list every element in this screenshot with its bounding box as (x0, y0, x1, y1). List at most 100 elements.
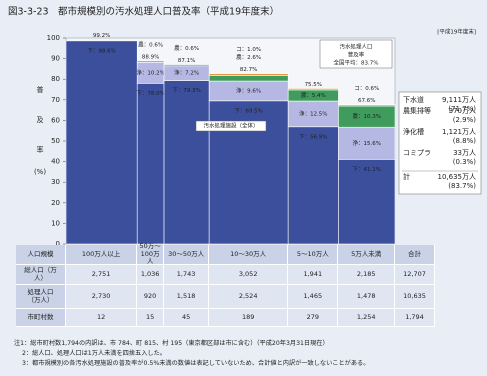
value-label: 下：78.0% (136, 90, 164, 97)
total-label: 87.1% (178, 58, 195, 64)
table-cell: 279 (288, 309, 339, 327)
value-label: 浄：7.2% (174, 69, 199, 77)
x-tick-label: 50万〜100万人 (137, 243, 165, 265)
legend-name: 農集排等 (403, 106, 431, 115)
table-cell: 12 (66, 309, 138, 327)
table-total: 1,794 (395, 309, 435, 327)
x-tick-label: 5〜10万人 (288, 245, 339, 265)
row-label: 処理人口（万人） (16, 285, 66, 309)
y-tick-label: 40 (51, 158, 60, 166)
table-cell: 1,036 (137, 265, 165, 285)
y-tick-label: 20 (51, 199, 60, 207)
value-label: 下：56.9% (299, 133, 327, 140)
value-label: 下：69.5% (234, 107, 262, 114)
note: 2：総人口、処理人口は1万人未満を四捨五入した。 (22, 350, 166, 357)
y-tick-label: 50 (51, 137, 60, 145)
value-label: 農：0.6% (174, 44, 199, 52)
national-text: 汚水処理人口 (339, 43, 372, 51)
bar-segment (338, 159, 396, 245)
bar-segment (338, 126, 396, 160)
table-header: 人口規模 (16, 245, 66, 265)
bar-segment (163, 80, 210, 245)
x-tick-label: 5万人未満 (338, 245, 395, 265)
value-label: 浄：10.2% (136, 68, 164, 76)
legend-share: (71.7%) (448, 105, 476, 113)
table-cell: 1,254 (338, 309, 395, 327)
national-text: 普及率 (348, 51, 365, 59)
table-total: 12,707 (395, 265, 435, 285)
bar-segment (136, 83, 165, 245)
bar-segment (287, 126, 339, 245)
x-tick-label: 100万人以上 (66, 245, 138, 265)
legend-name: 計 (403, 172, 410, 181)
bar-segment (65, 40, 138, 245)
y-tick-label: 10 (51, 219, 60, 227)
table-cell: 1,465 (288, 285, 339, 309)
bar-segment (136, 60, 165, 63)
table-cell: 2,185 (338, 265, 395, 285)
legend-total: 1,121万人 (442, 128, 476, 136)
national-text: 全国平均：83.7% (334, 59, 379, 67)
bar-segment (287, 88, 339, 91)
table-cell: 1,941 (288, 265, 339, 285)
value-label: コ：1.0% (236, 46, 261, 53)
legend-share: (8.8%) (453, 137, 477, 145)
y-tick-label: 70 (51, 96, 60, 104)
value-label: 農：10.3% (352, 112, 380, 120)
value-label: 浄：15.6% (352, 139, 380, 147)
row-label: 総人口（万人） (16, 265, 66, 285)
table-cell: 2,730 (66, 285, 138, 309)
y-tick-label: 60 (51, 116, 60, 124)
y-tick-label: 30 (51, 178, 60, 186)
value-label: 農：2.6% (236, 53, 261, 61)
x-tick-label: 30〜50万人 (164, 245, 210, 265)
chart-title: 図3-3-23 都市規模別の汚水処理人口普及率（平成19年度末） (8, 6, 279, 18)
value-label: 下：98.6% (87, 47, 115, 54)
row-label: 市町村数 (16, 309, 66, 327)
bar-segment (208, 75, 289, 82)
y-tick-label: 90 (51, 55, 60, 63)
annotation: 汚水処理施設（全体） (203, 122, 258, 130)
total-label: 75.5% (305, 82, 322, 88)
legend-share: (0.3%) (453, 158, 477, 166)
table-cell: 3,052 (209, 265, 289, 285)
table-cell: 920 (137, 285, 165, 309)
legend-share: (83.7%) (448, 182, 476, 190)
bar-segment (163, 64, 210, 67)
bar-segment (287, 100, 339, 128)
table-total: 10,635 (395, 285, 435, 309)
table-cell: 1,743 (164, 265, 210, 285)
legend-total: 33万人 (453, 149, 476, 157)
total-label: 88.9% (142, 54, 159, 60)
total-label: 99.2% (93, 33, 110, 39)
table-header: 合計 (395, 245, 435, 265)
value-label: コ：0.6% (354, 85, 379, 92)
table-cell: 1,518 (164, 285, 210, 309)
table-cell: 1,478 (338, 285, 395, 309)
table-cell: 45 (164, 309, 210, 327)
y-axis-label: 普 (37, 85, 44, 94)
value-label: 下：41.1% (352, 166, 380, 173)
legend-share: (2.9%) (453, 116, 477, 124)
value-label: 農：5.4% (301, 91, 326, 99)
legend-name: コミプラ (403, 149, 431, 157)
total-label: 82.7% (240, 67, 257, 73)
legend-total: 10,635万人 (438, 173, 477, 181)
legend-total: 370万人 (449, 107, 476, 115)
bar-segment (208, 73, 289, 76)
y-tick-label: 100 (47, 34, 60, 42)
table-cell: 189 (209, 309, 289, 327)
y-tick-label: 0 (56, 240, 60, 248)
y-axis-label: 率 (37, 145, 44, 154)
total-label: 67.6% (358, 98, 375, 104)
table-cell: 15 (137, 309, 165, 327)
y-axis-label: (%) (34, 168, 46, 176)
period-label: [平成19年度末] (437, 28, 476, 36)
legend-total: 9,111万人 (442, 96, 476, 104)
annotation-box (195, 120, 267, 132)
table-cell: 2,524 (209, 285, 289, 309)
legend-box (398, 91, 482, 195)
x-tick-label: 10〜30万人 (209, 245, 289, 265)
